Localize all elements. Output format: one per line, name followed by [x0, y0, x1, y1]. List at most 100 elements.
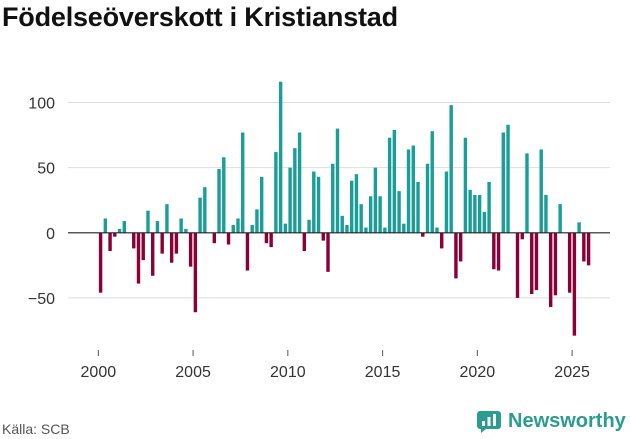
bar-positive: [297, 132, 302, 233]
bar-negative: [302, 232, 307, 252]
bar-positive: [435, 227, 439, 233]
bar-positive: [463, 137, 468, 233]
y-tick-label: 50: [37, 161, 55, 178]
bar-positive: [312, 171, 316, 233]
bar-positive: [558, 204, 562, 233]
bar-positive: [146, 210, 150, 233]
bar-positive: [449, 105, 453, 233]
bar-positive: [402, 223, 406, 233]
bar-positive: [274, 152, 278, 233]
bar-positive: [122, 221, 126, 233]
y-tick-label: 100: [28, 96, 55, 113]
bar-negative: [193, 232, 198, 313]
bar-negative: [188, 232, 193, 267]
x-tick-label: 2025: [554, 364, 590, 381]
bar-positive: [525, 153, 529, 233]
bar-positive: [203, 187, 207, 233]
bar-positive: [184, 228, 188, 233]
bar-positive: [283, 223, 288, 233]
bar-positive: [198, 197, 202, 233]
x-tick-label: 2005: [175, 364, 211, 381]
bar-positive: [416, 182, 420, 233]
bar-positive: [473, 195, 477, 233]
bar-positive: [378, 196, 382, 233]
bar-positive: [288, 167, 292, 233]
bar-positive: [430, 131, 434, 233]
bar-positive: [544, 195, 548, 233]
bar-negative: [151, 232, 155, 276]
bar-negative: [113, 232, 117, 237]
bar-positive: [222, 157, 226, 233]
bar-positive: [359, 204, 363, 233]
bar-negative: [548, 232, 553, 308]
bar-positive: [364, 227, 368, 233]
chart-title: Födelseöverskott i Kristianstad: [2, 2, 398, 32]
bar-negative: [169, 232, 174, 263]
y-axis-ticks: −50 0 50 100: [28, 96, 55, 308]
bar-positive: [387, 137, 392, 233]
bar-positive: [425, 163, 430, 233]
bar-negative: [326, 232, 330, 272]
bar-positive: [411, 145, 415, 233]
bar-negative: [321, 232, 325, 241]
bar-negative: [567, 232, 572, 293]
bar-negative: [572, 232, 577, 336]
bar-negative: [454, 232, 458, 279]
bar-positive: [368, 196, 373, 233]
bar-positive: [259, 176, 264, 233]
source-label: Källa: SCB: [2, 421, 70, 437]
bar-positive: [506, 124, 510, 233]
bar-negative: [421, 232, 425, 237]
bar-positive: [179, 218, 183, 233]
bar-negative: [492, 232, 496, 270]
bar-negative: [264, 232, 269, 244]
bar-positive: [373, 167, 378, 233]
bar-positive: [482, 211, 487, 233]
x-tick-label: 2020: [460, 364, 496, 381]
newsworthy-brand[interactable]: Newsworthy: [476, 408, 626, 434]
bar-positive: [340, 215, 344, 233]
bar-positive: [231, 224, 235, 233]
bar-negative: [440, 232, 444, 249]
bar-positive: [236, 218, 240, 233]
bar-positive: [217, 168, 221, 233]
bar-positive: [444, 171, 449, 233]
bar-negative: [586, 232, 591, 266]
bar-positive: [155, 221, 160, 233]
bar-positive: [278, 81, 283, 233]
bar-negative: [553, 232, 558, 296]
bar-positive: [501, 132, 506, 233]
bar-positive: [392, 129, 397, 233]
bar-positive: [477, 195, 482, 233]
x-tick-label: 2010: [270, 364, 306, 381]
bar-negative: [132, 232, 136, 249]
newsworthy-logo-icon: [477, 411, 501, 433]
bar-negative: [108, 232, 112, 252]
bar-positive: [335, 128, 340, 233]
newsworthy-brand-name: Newsworthy: [508, 409, 626, 432]
bar-negative: [458, 232, 463, 262]
bar-negative: [98, 232, 103, 293]
bar-negative: [269, 232, 273, 248]
bar-positive: [406, 149, 411, 233]
bar-positive: [241, 132, 245, 233]
bar-negative: [226, 232, 231, 245]
bar-negative: [520, 232, 524, 240]
y-tick-label: −50: [28, 291, 55, 308]
bar-negative: [582, 232, 586, 262]
bar-negative: [530, 232, 534, 294]
bar-negative: [245, 232, 250, 271]
bar-positive: [165, 204, 169, 233]
bar-negative: [515, 232, 520, 298]
bar-positive: [383, 227, 387, 233]
bar-positive: [345, 224, 349, 233]
bar-positive: [331, 163, 335, 233]
bar-positive: [468, 189, 472, 233]
bar-negative: [534, 232, 539, 291]
bar-negative: [136, 232, 141, 284]
bar-negative: [174, 232, 179, 254]
bar-negative: [496, 232, 501, 271]
x-tick-label: 2015: [365, 364, 401, 381]
x-tick-label: 2000: [81, 364, 117, 381]
